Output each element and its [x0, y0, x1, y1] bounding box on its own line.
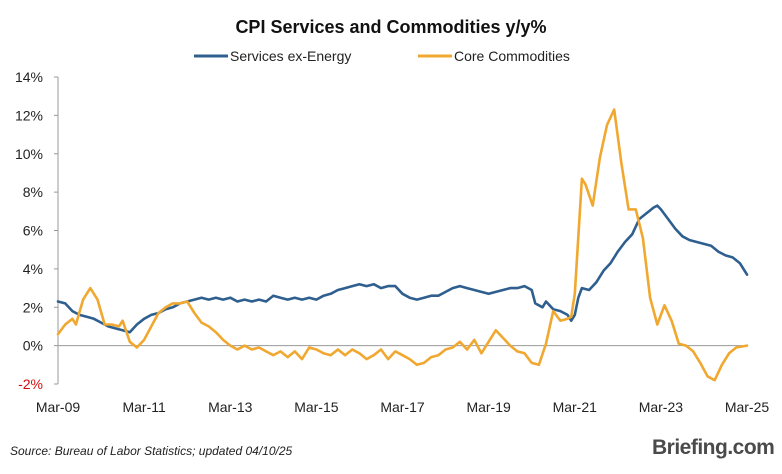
y-tick-label: 2% [23, 299, 43, 315]
series-line-services-ex-energy [56, 204, 749, 334]
y-tick-label: 10% [15, 146, 43, 162]
y-tick-label: 8% [23, 184, 43, 200]
legend-label-services: Services ex-Energy [230, 48, 351, 64]
y-axis-tick-labels: -2% 0% 2% 4% 6% 8% 10% 12% 14% [15, 69, 58, 392]
x-axis-tick-labels: Mar-09 Mar-11 Mar-13 Mar-15 Mar-17 Mar-19 Mar-… [36, 399, 770, 415]
y-tick-label: 0% [23, 338, 43, 354]
y-tick-label: 14% [15, 69, 43, 85]
x-tick-label: Mar-21 [553, 399, 598, 415]
y-tick-label: 4% [23, 261, 43, 277]
x-tick-label: Mar-17 [380, 399, 425, 415]
x-tick-label: Mar-11 [122, 399, 166, 415]
x-tick-label: Mar-09 [36, 399, 81, 415]
x-tick-label: Mar-23 [639, 399, 684, 415]
brand-logo: Briefing.com [652, 436, 775, 459]
chart-title: CPI Services and Commodities y/y% [235, 17, 546, 37]
x-tick-label: Mar-13 [208, 399, 253, 415]
legend-label-core-commodities: Core Commodities [454, 48, 570, 64]
series-line-core-commodities [56, 108, 749, 382]
x-tick-label: Mar-25 [725, 399, 770, 415]
legend: Services ex-Energy Core Commodities [194, 48, 570, 64]
axes [57, 77, 747, 384]
y-tick-label: 6% [23, 223, 43, 239]
source-note: Source: Bureau of Labor Statistics; upda… [10, 444, 293, 458]
x-tick-label: Mar-15 [294, 399, 339, 415]
y-tick-label: -2% [18, 376, 43, 392]
plot-lines [56, 108, 749, 382]
x-tick-label: Mar-19 [466, 399, 511, 415]
y-tick-label: 12% [15, 107, 43, 123]
